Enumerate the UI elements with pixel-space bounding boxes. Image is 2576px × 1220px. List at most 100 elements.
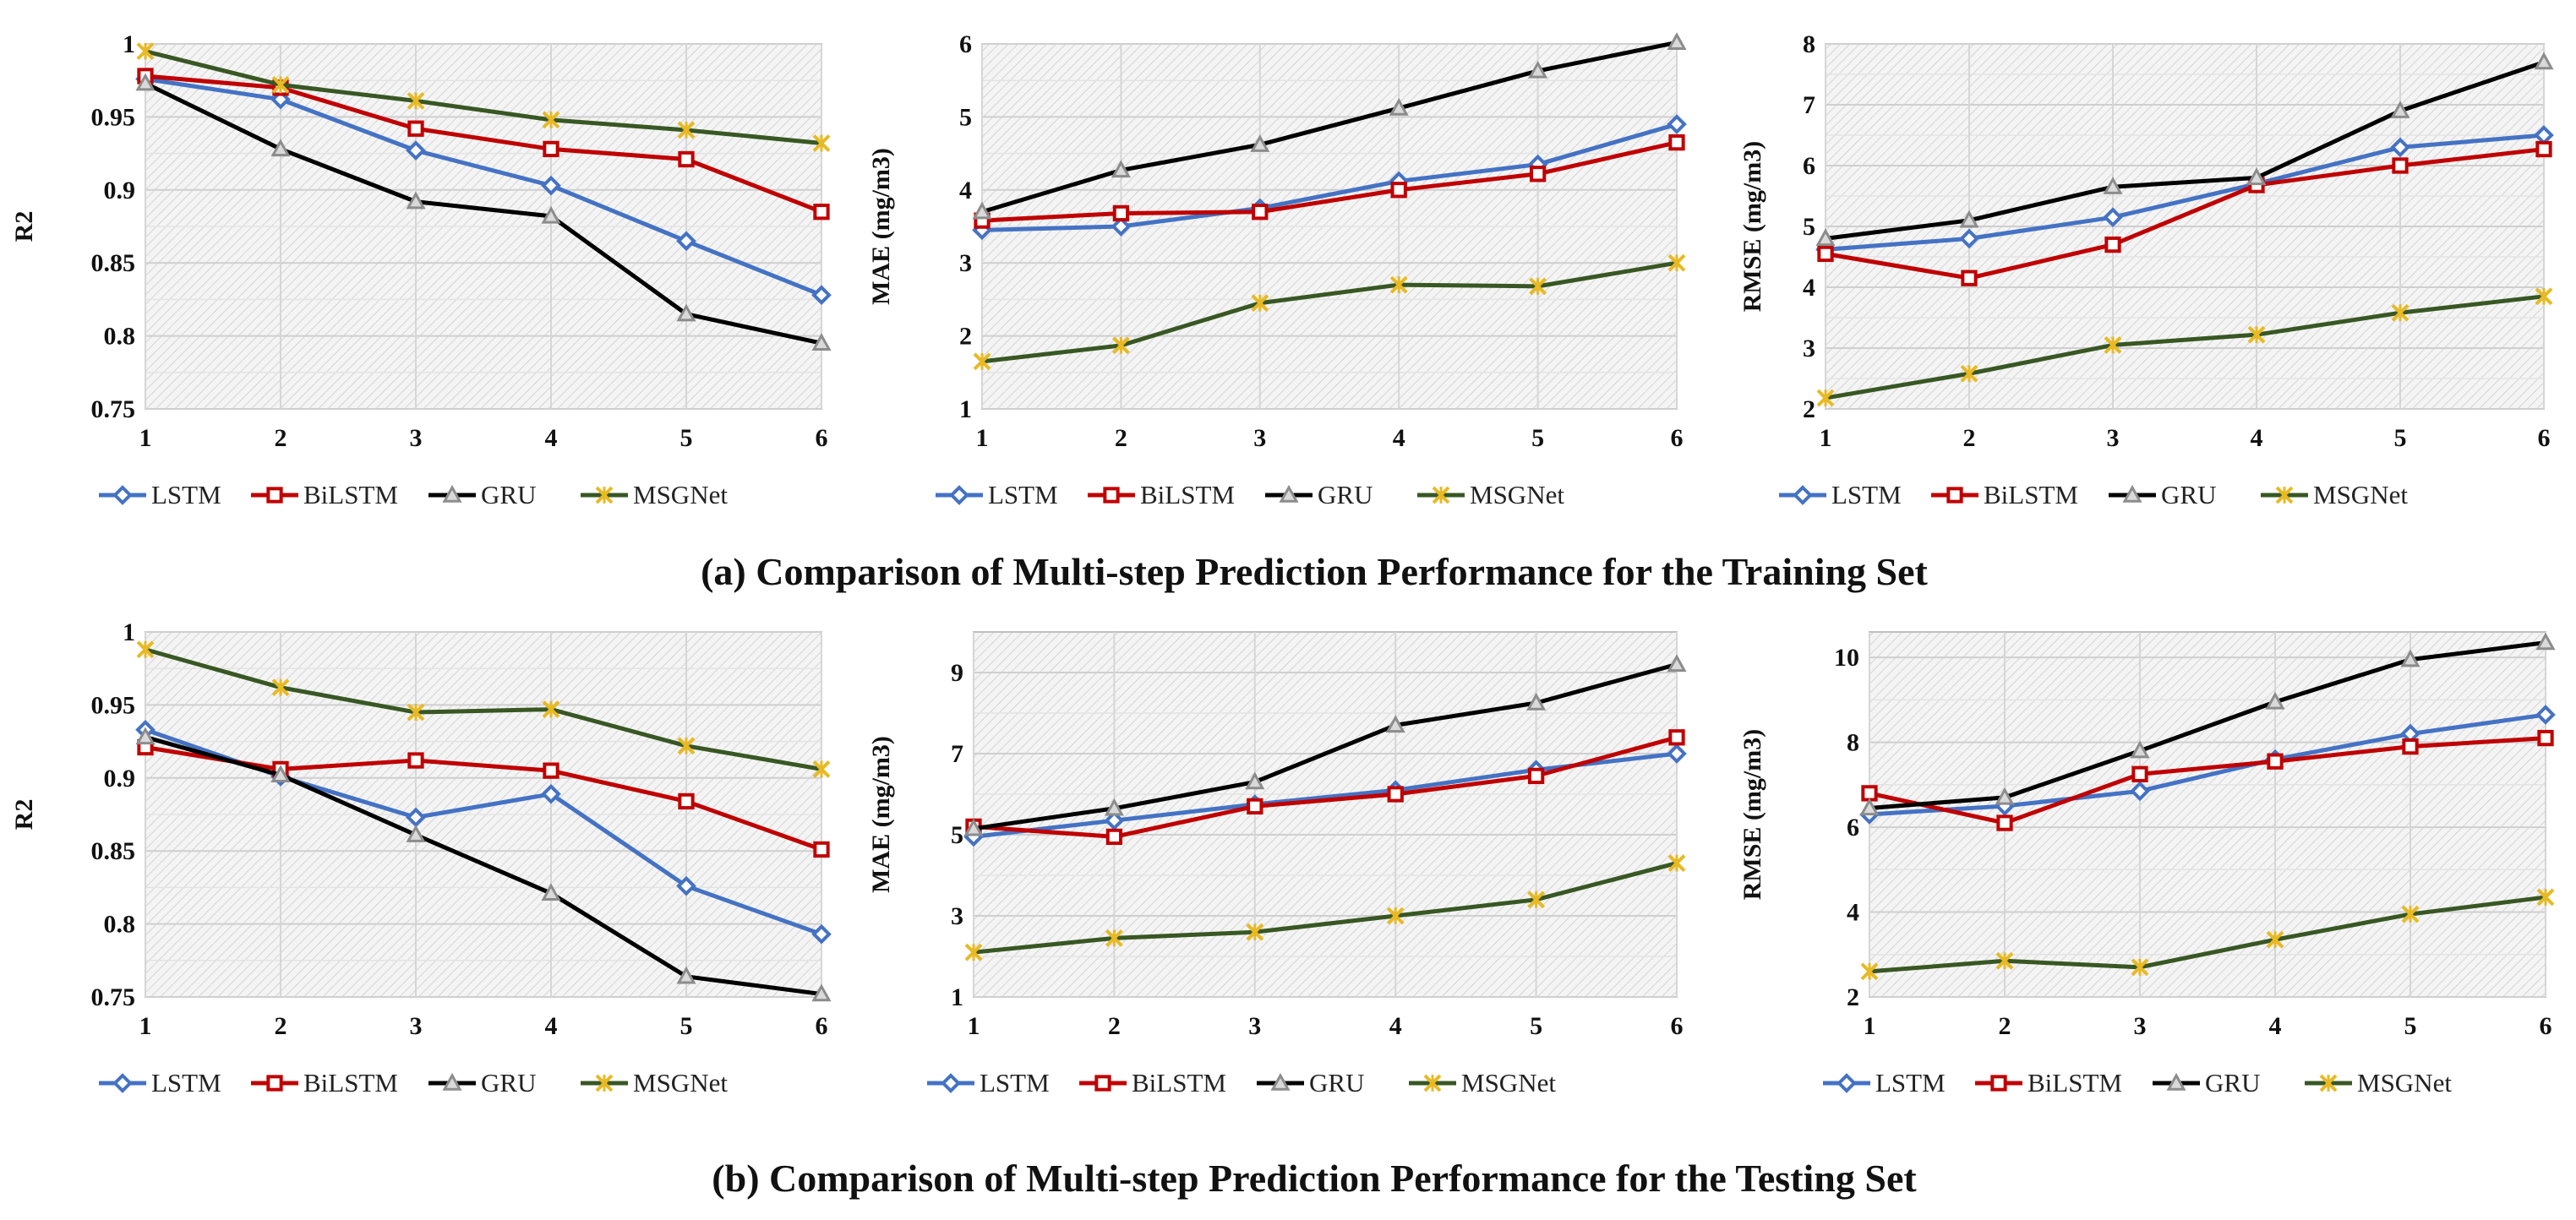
data-point-lstm <box>2535 705 2556 725</box>
data-point-gru <box>1528 60 1548 79</box>
legend-marker-msgnet <box>595 1074 614 1092</box>
data-point-msgnet <box>2535 287 2553 306</box>
legend-marker-gru <box>1279 484 1299 503</box>
data-point-bilstm <box>1817 245 1834 263</box>
data-point-gru <box>541 883 561 901</box>
x-tick-label: 3 <box>2107 424 2120 452</box>
x-tick-label: 6 <box>1671 1012 1684 1040</box>
y-tick-label: 1 <box>123 30 135 58</box>
y-axis-label: R2 <box>10 799 38 831</box>
y-tick-label: 8 <box>1803 30 1815 58</box>
legend-label-msgnet: MSGNet <box>633 480 728 509</box>
y-tick-label: 0.75 <box>91 983 136 1011</box>
data-point-bilstm <box>2267 753 2284 770</box>
data-point-gru <box>1389 97 1409 116</box>
y-axis-label: R2 <box>10 211 38 242</box>
data-point-lstm <box>1104 810 1125 831</box>
legend-marker-msgnet <box>1432 486 1450 504</box>
legend-marker-bilstm <box>1103 487 1120 504</box>
legend-marker-gru <box>442 484 462 503</box>
series-line-lstm <box>1869 712 2546 817</box>
data-point-lstm <box>676 875 696 896</box>
data-point-bilstm <box>1961 270 1978 286</box>
data-point-gru <box>1995 787 2015 805</box>
x-tick-label: 2 <box>1963 424 1976 452</box>
data-point-bilstm <box>813 841 830 858</box>
legend-marker-gru <box>2166 1072 2186 1091</box>
data-point-lstm <box>676 231 696 252</box>
x-tick-label: 2 <box>275 1012 287 1040</box>
data-point-gru <box>2130 740 2150 759</box>
y-tick-label: 5 <box>1803 213 1815 241</box>
y-tick-label: 0.85 <box>91 837 136 865</box>
y-tick-label: 0.8 <box>104 323 136 351</box>
data-point-msgnet <box>812 760 831 778</box>
data-point-gru <box>1959 210 1979 228</box>
y-tick-label: 0.9 <box>104 765 136 792</box>
data-point-gru <box>2535 632 2556 651</box>
y-tick-label: 3 <box>951 902 963 930</box>
legend-label-lstm: LSTM <box>151 480 221 509</box>
x-tick-label: 1 <box>976 424 989 452</box>
data-point-lstm <box>1667 743 1687 764</box>
data-point-msgnet <box>812 134 831 152</box>
legend-marker-lstm <box>112 485 133 505</box>
series-line-gru <box>981 40 1678 215</box>
y-tick-label: 5 <box>959 103 972 131</box>
legend-label-msgnet: MSGNet <box>1461 1068 1556 1097</box>
data-point-gru <box>541 205 561 224</box>
x-tick-label: 1 <box>1864 1012 1876 1040</box>
series-line-lstm <box>973 751 1678 839</box>
y-tick-label: 2 <box>1803 395 1815 423</box>
legend-marker-lstm <box>941 1073 961 1093</box>
y-tick-label: 0.9 <box>104 177 136 204</box>
data-point-bilstm <box>1668 729 1685 746</box>
y-tick-label: 0.75 <box>91 395 136 423</box>
x-tick-label: 2 <box>1115 424 1127 452</box>
x-tick-label: 4 <box>545 424 558 452</box>
chart-panel-1: 0.75 0.8 0.85 0.9 0.95 1 1 2 3 4 5 6 R2 LSTM BiLSTM GRU… <box>10 30 832 509</box>
data-point-gru <box>2390 101 2410 118</box>
data-point-lstm <box>811 285 832 306</box>
data-point-gru <box>1667 32 1687 50</box>
data-point-msgnet <box>1246 923 1264 941</box>
legend-label-lstm: LSTM <box>980 1068 1050 1097</box>
legend-marker-msgnet <box>1423 1074 1442 1092</box>
data-point-lstm <box>541 175 561 196</box>
data-point-gru <box>811 333 832 351</box>
y-tick-label: 5 <box>951 821 963 849</box>
data-point-gru <box>406 191 426 210</box>
data-point-gru <box>963 818 984 836</box>
data-point-gru <box>1245 771 1265 790</box>
data-point-gru <box>1250 134 1270 152</box>
data-point-gru <box>135 73 156 91</box>
x-tick-label: 1 <box>139 424 152 452</box>
data-point-gru <box>2246 167 2267 186</box>
y-tick-label: 3 <box>1803 335 1815 362</box>
x-tick-label: 4 <box>1393 424 1405 452</box>
data-point-gru <box>1859 798 1880 816</box>
data-point-bilstm <box>2392 157 2409 174</box>
y-tick-label: 1 <box>123 618 135 646</box>
data-point-bilstm <box>2104 236 2121 253</box>
legend-marker-lstm <box>1836 1073 1857 1093</box>
x-tick-label: 3 <box>2134 1012 2147 1040</box>
data-point-msgnet <box>2247 325 2266 344</box>
x-tick-label: 3 <box>1253 424 1266 452</box>
y-tick-label: 6 <box>959 30 972 58</box>
legend-marker-msgnet <box>595 486 614 504</box>
legend-marker-bilstm <box>1946 487 1963 504</box>
legend: LSTM BiLSTM GRU MSGNet <box>99 1068 728 1097</box>
legend-label-gru: GRU <box>2161 480 2216 509</box>
data-point-bilstm <box>1861 785 1878 802</box>
legend-label-bilstm: BiLSTM <box>303 1068 398 1097</box>
y-tick-label: 0.8 <box>104 911 136 939</box>
legend-marker-msgnet <box>2319 1074 2338 1092</box>
data-point-bilstm <box>813 204 830 221</box>
data-point-gru <box>270 765 291 783</box>
legend: LSTM BiLSTM GRU MSGNet <box>1779 480 2408 509</box>
data-point-bilstm <box>543 140 559 158</box>
data-point-gru <box>1111 160 1131 178</box>
data-point-lstm <box>406 140 426 161</box>
